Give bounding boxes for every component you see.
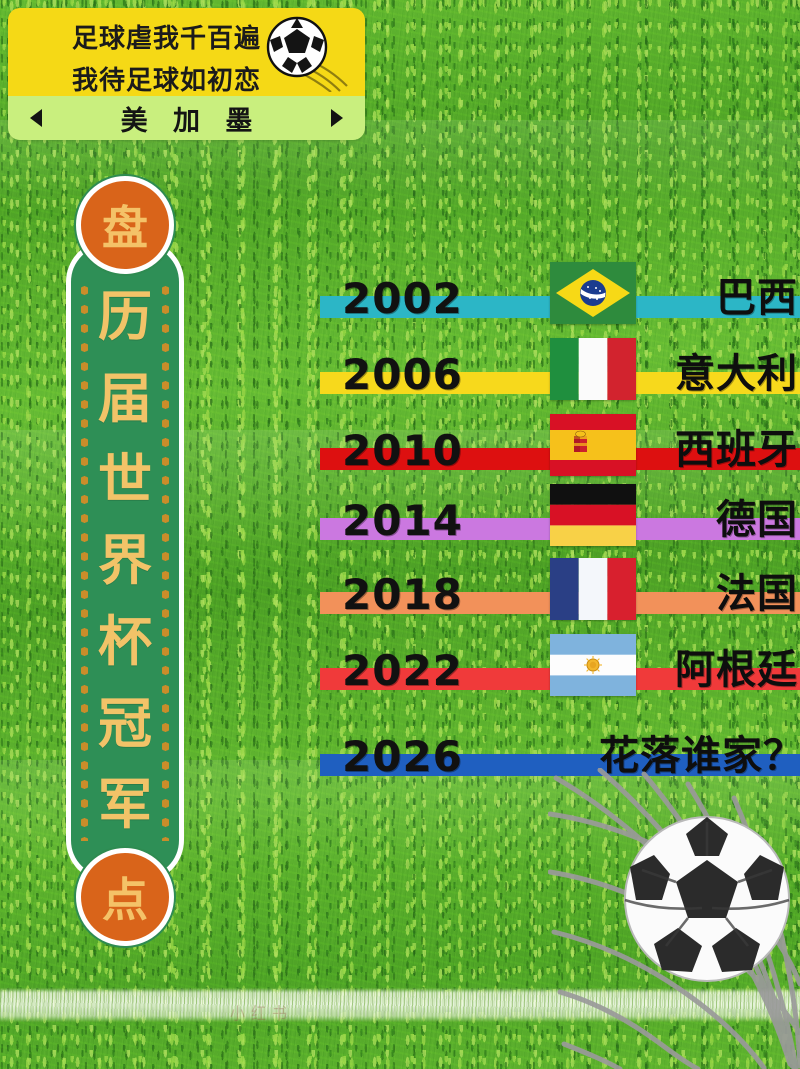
row-year: 2018 xyxy=(342,570,463,619)
banner-bottom-badge: 点 xyxy=(76,848,174,946)
field-line-texture xyxy=(0,988,800,1022)
header-card: 足球虐我千百遍 我待足球如初恋 美 加 墨 xyxy=(8,8,365,140)
spain-flag xyxy=(550,414,636,476)
nav-bar[interactable]: 美 加 墨 xyxy=(8,96,365,140)
row-stripe xyxy=(320,754,800,776)
argentina-flag xyxy=(550,634,636,696)
row-country: 意大利 xyxy=(675,351,798,397)
triangle-right-icon[interactable] xyxy=(331,109,343,127)
champion-row: 2006 意大利 xyxy=(320,338,800,408)
row-country: 法国 xyxy=(716,571,798,617)
row-country: 巴西 xyxy=(716,275,798,321)
row-country: 阿根廷 xyxy=(675,647,798,693)
germany-flag xyxy=(550,484,636,546)
row-year: 2006 xyxy=(342,350,463,399)
champion-row: 2014 德国 xyxy=(320,484,800,554)
row-year: 2022 xyxy=(342,646,463,695)
nav-title: 美 加 墨 xyxy=(120,105,261,137)
soccer-ball-icon xyxy=(624,816,790,982)
row-year: 2026 xyxy=(342,732,463,781)
triangle-left-icon[interactable] xyxy=(30,109,42,127)
banner-top-badge: 盘 xyxy=(76,176,174,274)
banner-char: 杯 xyxy=(98,610,152,674)
soccer-ball-icon xyxy=(266,16,348,92)
row-year: 2010 xyxy=(342,426,463,475)
france-flag xyxy=(550,558,636,620)
banner-dots-right xyxy=(162,281,169,841)
banner-char: 届 xyxy=(98,366,152,430)
champion-row: 2022 阿根廷 xyxy=(320,634,800,704)
banner-char: 历 xyxy=(98,285,152,349)
banner-char: 冠 xyxy=(98,691,152,755)
slogan-panel: 足球虐我千百遍 我待足球如初恋 xyxy=(8,8,365,96)
watermark-text: 小红书 xyxy=(230,1003,294,1025)
italy-flag xyxy=(550,338,636,400)
slogan-line-2: 我待足球如初恋 xyxy=(72,66,262,96)
row-country: 花落谁家？ xyxy=(599,733,800,779)
row-year: 2002 xyxy=(342,274,463,323)
champion-row: 2010 西班牙 xyxy=(320,414,800,484)
vertical-title-banner: 盘 历 届 世 界 杯 冠 军 点 xyxy=(66,176,184,946)
champion-row: 2002 巴西 xyxy=(320,262,800,332)
row-year: 2014 xyxy=(342,496,463,545)
banner-char: 军 xyxy=(98,772,152,836)
field-line xyxy=(0,988,800,1022)
row-country: 西班牙 xyxy=(675,427,798,473)
slogan-line-1: 足球虐我千百遍 xyxy=(72,24,262,54)
champion-row: 2026 花落谁家？ xyxy=(320,726,800,790)
banner-char: 界 xyxy=(98,529,152,592)
champion-row: 2018 法国 xyxy=(320,558,800,628)
banner-char: 世 xyxy=(98,447,152,511)
row-country: 德国 xyxy=(716,497,798,543)
banner-dots-left xyxy=(81,281,88,841)
banner-body: 历 届 世 界 杯 冠 军 xyxy=(66,240,184,882)
brazil-flag xyxy=(550,262,636,324)
